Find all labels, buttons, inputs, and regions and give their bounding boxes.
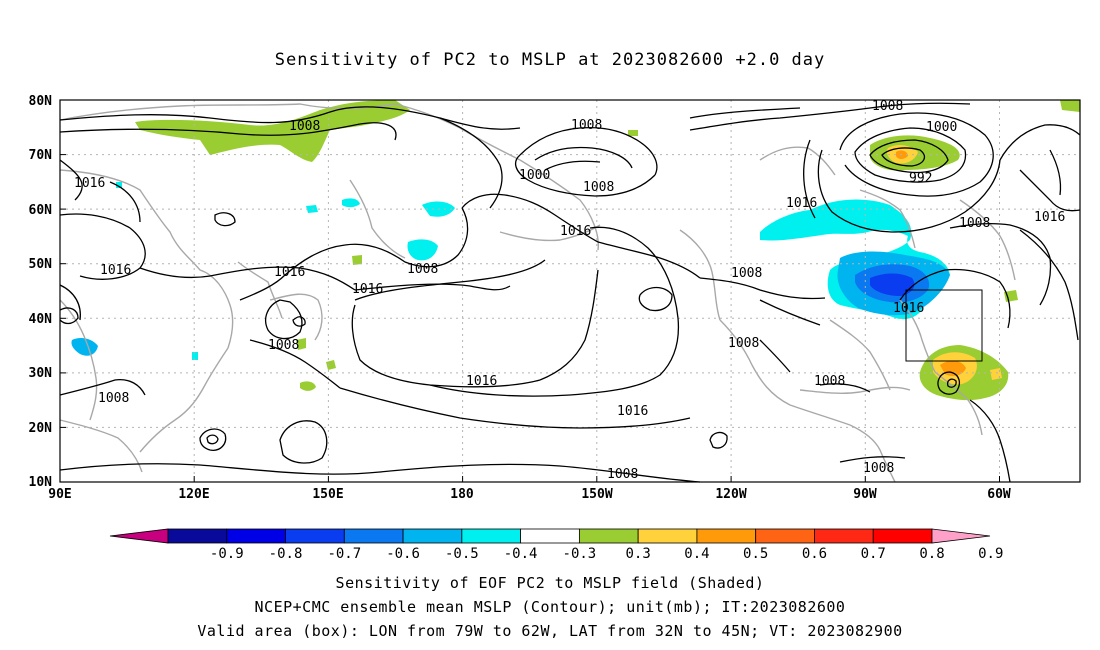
colorbar-segment [461,528,522,544]
latitude-labels: 80N 70N 60N 50N 40N 30N 20N 10N [29,94,53,490]
colorbar-label: 0.9 [978,546,1003,562]
colorbar-label: -0.9 [210,546,244,562]
lat-label: 40N [29,312,53,327]
contour-label: 1008 [814,374,845,389]
colorbar-segment [343,528,404,544]
lat-label: 30N [29,366,53,381]
colorbar-segment [520,528,580,544]
lon-label: 90W [853,487,877,502]
colorbar-segment [637,528,698,544]
contour-label: 1008 [863,461,894,476]
colorbar-label: -0.4 [504,546,538,562]
colorbar-segment [167,528,228,544]
lon-label: 60W [987,487,1011,502]
contour-label: 1016 [352,282,383,297]
contour-label: 1008 [407,262,438,277]
contour-label: 1016 [74,176,105,191]
coastlines [59,103,1016,483]
colorbar-segment [755,528,815,544]
contour-label: 1000 [519,168,550,183]
contour-label: 1008 [571,118,602,133]
contour-label: 1008 [98,391,129,406]
contour-label: 1008 [268,338,299,353]
tick-marks [60,99,1000,482]
lon-label: 90E [48,487,71,502]
contour-label: 1016 [617,404,648,419]
contour-label: 1008 [583,180,614,195]
colorbar-label: -0.7 [327,546,361,562]
contour-label: 1016 [100,263,131,278]
lat-label: 50N [29,257,53,272]
contour-label: 1000 [926,120,957,135]
map-title: Sensitivity of PC2 to MSLP at 2023082600… [274,50,826,70]
contour-label: 1008 [731,266,762,281]
colorbar-label: -0.6 [386,546,420,562]
colorbar-segment [226,528,286,544]
colorbar-label: 0.5 [743,546,768,562]
colorbar-label: 0.8 [919,546,944,562]
colorbar-label: -0.3 [563,546,597,562]
colorbar-segment [285,528,345,544]
contour-label: 1016 [560,224,591,239]
contour-label: 1016 [786,196,817,211]
sensitivity-shading [71,100,1080,401]
lon-label: 120E [178,487,209,502]
map-frame [59,99,1081,483]
colorbar-label: 0.7 [861,546,886,562]
colorbar: -0.9 -0.8 -0.7 -0.6 -0.5 -0.4 -0.3 0.3 0.4 0.5 0.6… [109,528,1003,562]
lon-label: 150E [312,487,343,502]
caption-line-1: Sensitivity of EOF PC2 to MSLP field (Sh… [335,574,765,592]
lon-label: 180 [450,487,474,502]
longitude-labels: 90E 120E 150E 180 150W 120W 90W 60W [48,487,1011,502]
colorbar-segment [402,528,463,544]
contour-label: 1016 [893,301,924,316]
colorbar-arrow-min [109,528,169,544]
lat-label: 80N [29,94,53,109]
caption-line-3: Valid area (box): LON from 79W to 62W, L… [197,622,903,640]
contour-label: 1008 [872,99,903,114]
colorbar-segment [696,528,757,544]
lat-label: 20N [29,421,53,436]
colorbar-segment [578,528,639,544]
caption-line-2: NCEP+CMC ensemble mean MSLP (Contour); u… [254,598,846,616]
colorbar-arrow-max [931,528,991,544]
contour-label: 1016 [466,374,497,389]
contour-label: 1008 [607,467,638,482]
contour-label: 1016 [1034,210,1065,225]
lon-label: 150W [581,487,612,502]
colorbar-segment [872,528,933,544]
lat-label: 60N [29,203,53,218]
contour-label: 1016 [274,265,305,280]
mslp-contours [59,102,1081,483]
lat-label: 70N [29,148,53,163]
lon-label: 120W [715,487,746,502]
colorbar-label: 0.4 [684,546,709,562]
contour-labels: 1008 1016 1016 1016 1008 1008 1008 1000 … [74,99,1065,482]
colorbar-label: 0.3 [626,546,651,562]
contour-label: 992 [909,171,932,186]
colorbar-label: 0.6 [802,546,827,562]
colorbar-segment [814,528,874,544]
colorbar-label: -0.8 [269,546,303,562]
contour-label: 1008 [289,119,320,134]
contour-label: 1008 [959,216,990,231]
contour-label: 1008 [728,336,759,351]
lat-label: 10N [29,475,53,490]
colorbar-label: -0.5 [445,546,479,562]
valid-area-box [905,289,983,362]
